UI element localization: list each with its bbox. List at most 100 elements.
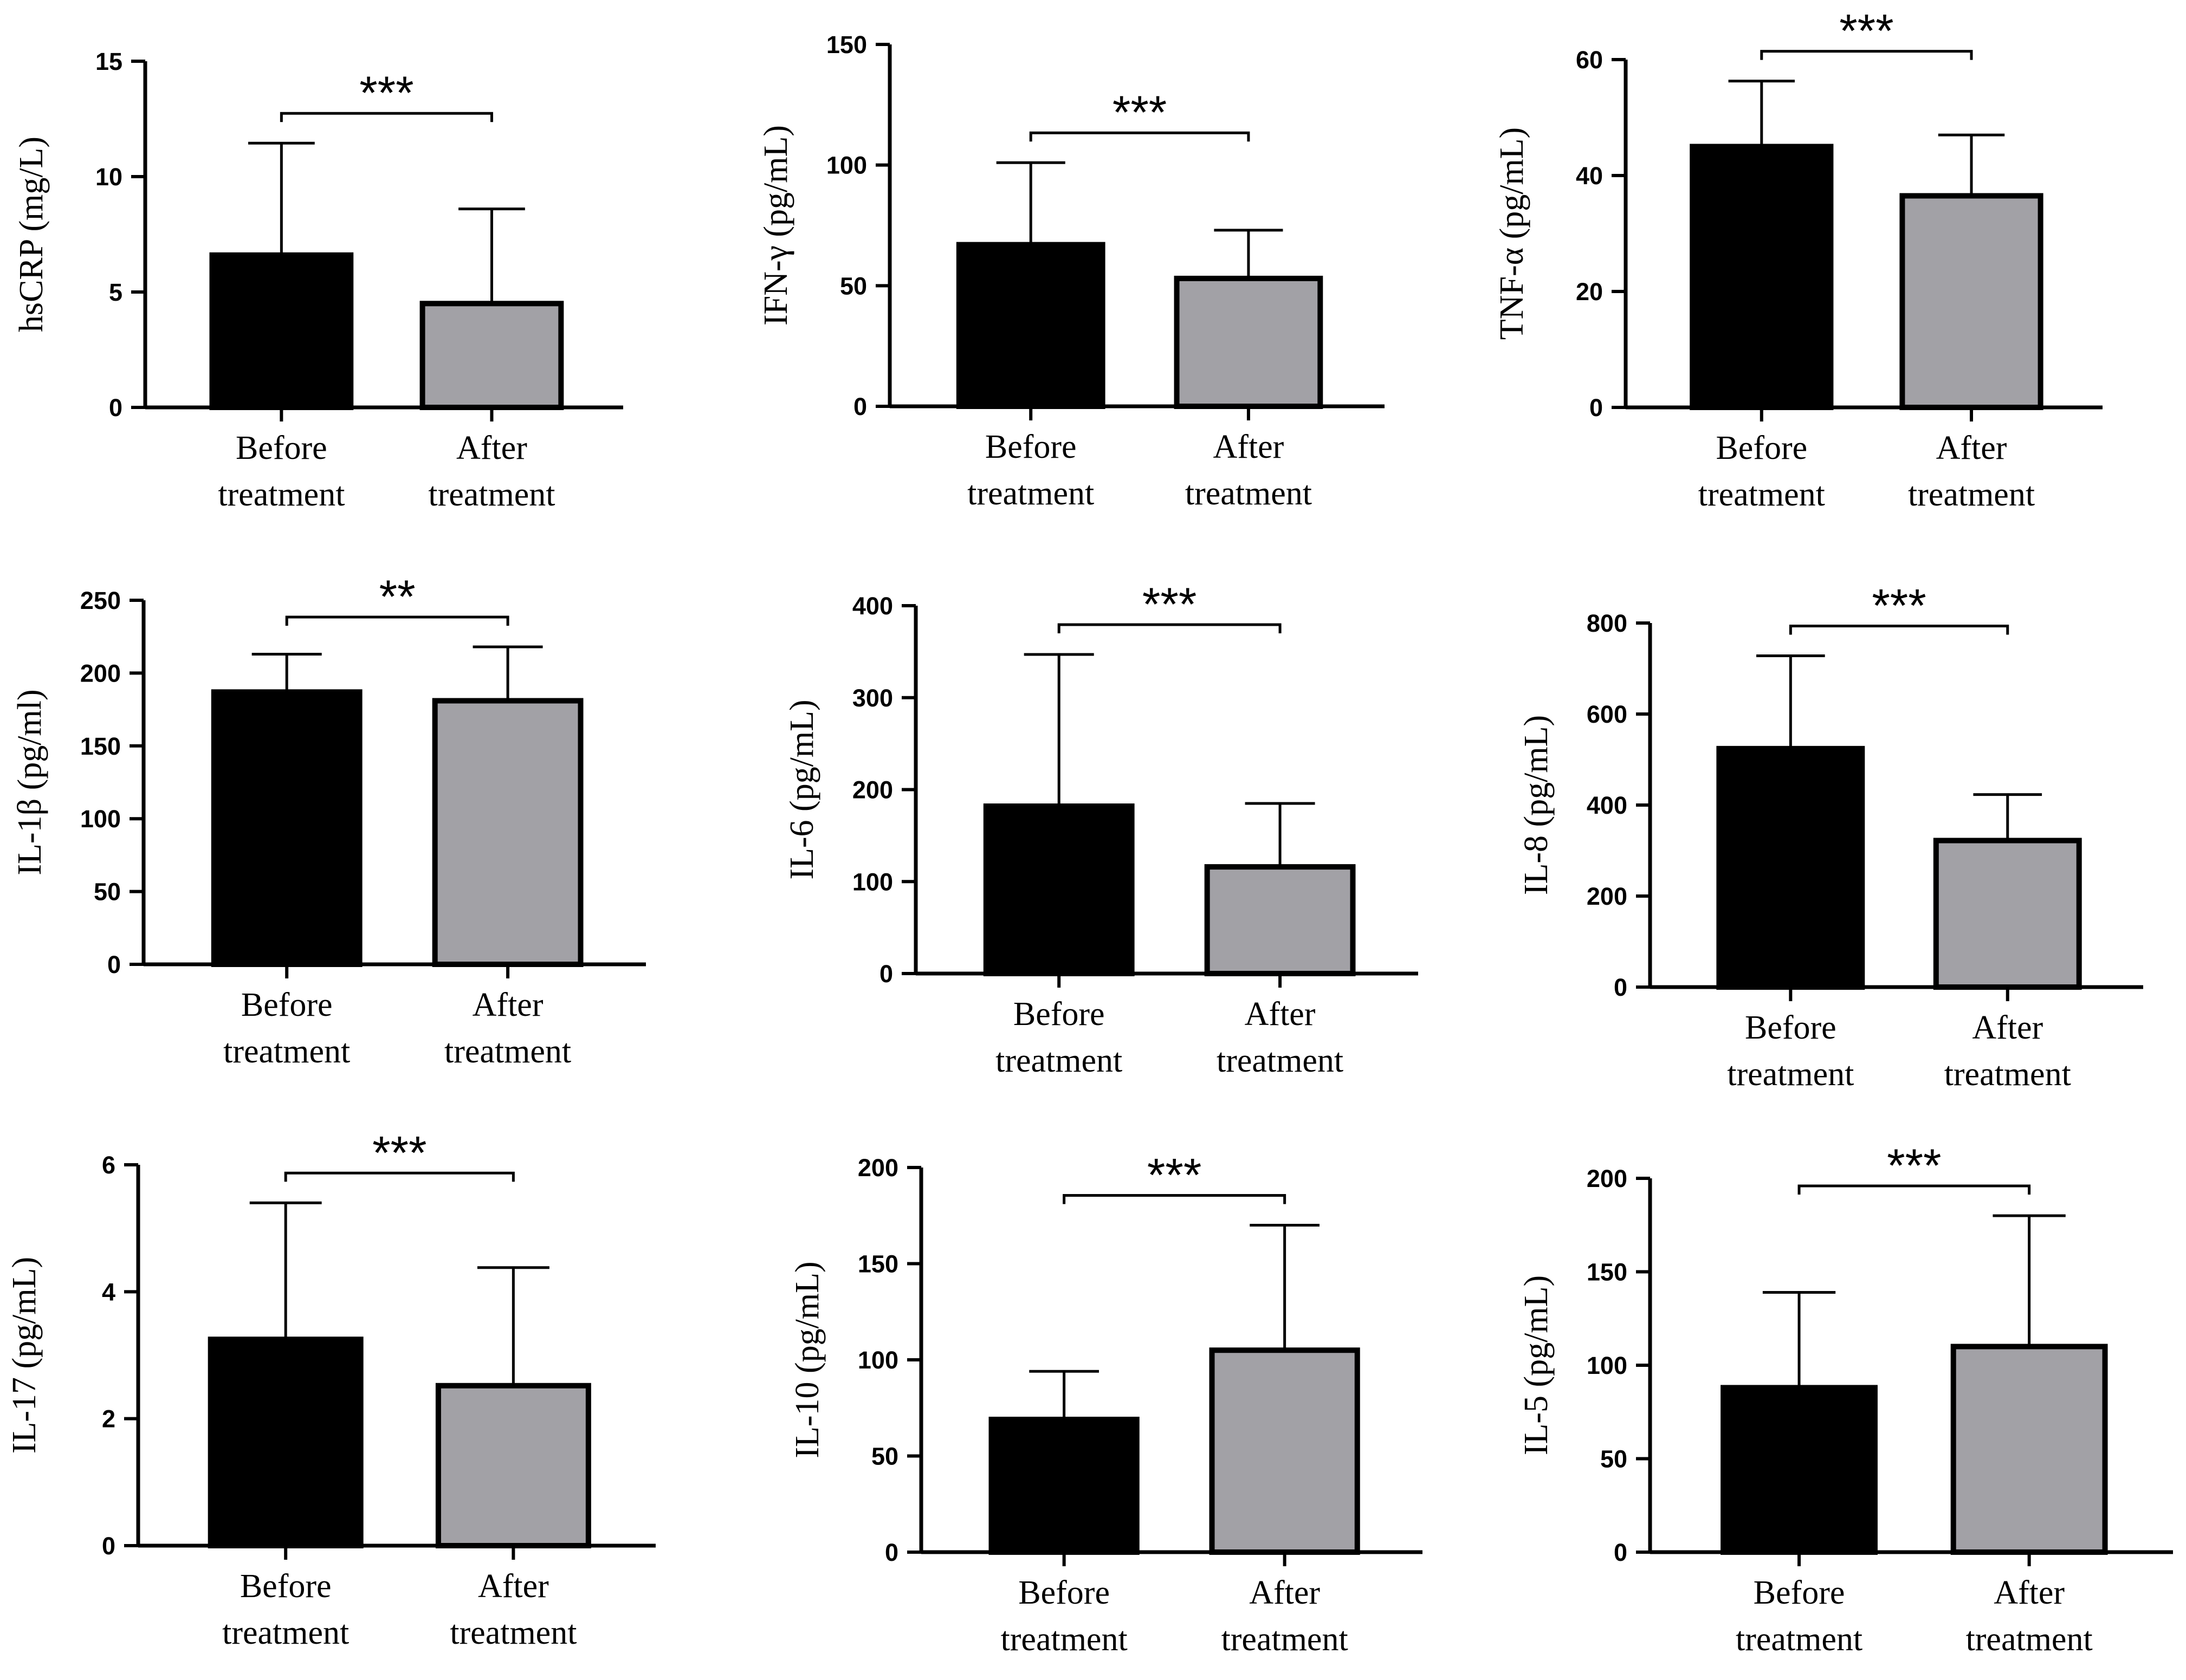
y-tick-label: 100 xyxy=(1587,1352,1627,1379)
significance-label: *** xyxy=(372,1127,426,1179)
significance-bracket xyxy=(284,1171,515,1182)
x-category-label: Before treatment xyxy=(1736,1574,1862,1658)
y-tick-label: 20 xyxy=(1576,278,1603,306)
bar-after-treatment xyxy=(1899,193,2043,410)
chart-panel: 0 50 100 150 IFN-γ (pg/mL) Before treatment Aft… xyxy=(758,31,1385,512)
y-tick-label: 0 xyxy=(102,1532,115,1560)
y-axis-label: IL-1β (pg/ml) xyxy=(11,689,48,875)
y-axis-label: IL-5 (pg/mL) xyxy=(1518,1275,1555,1455)
y-tick-label: 300 xyxy=(852,684,893,712)
significance-label: *** xyxy=(1142,579,1197,631)
y-tick-label: 400 xyxy=(852,592,893,620)
x-category-label: Before treatment xyxy=(995,996,1122,1079)
bar-before-treatment xyxy=(208,1337,364,1548)
y-axis-label: IL-17 (pg/mL) xyxy=(6,1257,43,1454)
bar-before-treatment xyxy=(956,242,1105,409)
chart-panel: 0 50 100 150 200 250 IL-1β (pg/ml) Before treatm… xyxy=(11,571,646,1070)
y-axis-label: hsCRP (mg/L) xyxy=(13,137,50,332)
bar-before-treatment xyxy=(1716,745,1865,990)
y-tick-label: 50 xyxy=(840,272,867,300)
significance-label: *** xyxy=(1887,1140,1941,1192)
significance-bracket xyxy=(280,112,493,122)
bar-after-treatment xyxy=(419,301,564,410)
y-tick-label: 2 xyxy=(102,1405,115,1433)
significance-label: ** xyxy=(379,571,416,623)
y-tick-label: 100 xyxy=(80,805,121,833)
bar-after-treatment xyxy=(1204,864,1356,976)
y-axis-label: IFN-γ (pg/mL) xyxy=(758,125,794,326)
significance-bracket xyxy=(1789,624,2009,635)
x-category-label: Before treatment xyxy=(218,430,345,513)
significance-bracket xyxy=(1760,50,1973,60)
y-tick-label: 100 xyxy=(858,1346,898,1374)
x-category-label: After treatment xyxy=(1966,1574,2093,1658)
y-axis-label: IL-10 (pg/mL) xyxy=(789,1261,826,1458)
y-axis-label: IL-6 (pg/mL) xyxy=(784,699,820,879)
x-category-label: After treatment xyxy=(1944,1009,2071,1093)
chart-panel: 0 20 40 60 TNF-α (pg/mL) Before treatment After… xyxy=(1493,5,2103,513)
y-tick-label: 800 xyxy=(1587,609,1627,637)
y-tick-label: 50 xyxy=(94,878,121,906)
y-tick-label: 200 xyxy=(1587,883,1627,910)
x-category-label: After treatment xyxy=(1221,1574,1348,1658)
chart-panel: 0 100 200 300 400 IL-6 (pg/mL) Before treatment… xyxy=(784,579,1418,1079)
significance-label: *** xyxy=(1113,87,1167,139)
x-category-label: Before treatment xyxy=(1698,430,1825,513)
significance-label: *** xyxy=(1839,5,1893,57)
significance-label: *** xyxy=(359,67,413,119)
significance-bracket xyxy=(1057,623,1282,633)
chart-panel: 0 200 400 600 800 IL-8 (pg/mL) Before treatment… xyxy=(1518,580,2143,1093)
y-tick-label: 200 xyxy=(80,659,121,687)
y-tick-label: 5 xyxy=(109,278,122,306)
y-tick-label: 6 xyxy=(102,1151,115,1179)
y-tick-label: 4 xyxy=(102,1278,115,1306)
y-tick-label: 0 xyxy=(879,960,893,988)
y-tick-label: 150 xyxy=(80,732,121,760)
bar-after-treatment xyxy=(435,1383,591,1548)
bar-before-treatment xyxy=(1690,144,1834,410)
chart-panel: 0 50 100 150 200 IL-5 (pg/mL) Before treatment A… xyxy=(1518,1140,2173,1658)
y-tick-label: 200 xyxy=(1587,1165,1627,1192)
significance-bracket xyxy=(1063,1194,1286,1204)
bar-before-treatment xyxy=(211,689,363,967)
chart-panel: 0 2 4 6 IL-17 (pg/mL) Before treatment After tre… xyxy=(6,1127,656,1651)
bar-after-treatment xyxy=(1933,838,2082,990)
x-category-label: Before treatment xyxy=(223,987,350,1070)
y-tick-label: 600 xyxy=(1587,700,1627,728)
y-tick-label: 50 xyxy=(1600,1445,1627,1473)
chart-panel: 0 50 100 150 200 IL-10 (pg/mL) Before treatment… xyxy=(789,1150,1422,1658)
significance-label: *** xyxy=(1147,1150,1201,1202)
y-tick-label: 0 xyxy=(109,394,122,421)
bar-after-treatment xyxy=(1209,1347,1360,1555)
significance-bracket xyxy=(285,615,509,626)
y-tick-label: 40 xyxy=(1576,162,1603,190)
bar-before-treatment xyxy=(1721,1385,1878,1555)
y-axis-label: IL-8 (pg/mL) xyxy=(1518,715,1555,895)
bar-before-treatment xyxy=(983,803,1135,977)
x-category-label: Before treatment xyxy=(1727,1009,1854,1093)
y-tick-label: 100 xyxy=(826,152,867,179)
y-tick-label: 100 xyxy=(852,868,893,896)
chart-panel: 0 5 10 15 hsCRP (mg/L) Before treatment After tr… xyxy=(13,48,623,513)
bar-after-treatment xyxy=(432,698,584,968)
y-tick-label: 150 xyxy=(1587,1259,1627,1286)
significance-label: *** xyxy=(1872,580,1926,632)
significance-bracket xyxy=(1797,1184,2031,1195)
x-category-label: Before treatment xyxy=(967,429,1094,512)
y-tick-label: 0 xyxy=(885,1539,898,1566)
y-tick-label: 250 xyxy=(80,587,121,614)
y-tick-label: 400 xyxy=(1587,792,1627,819)
y-tick-label: 200 xyxy=(852,776,893,804)
y-tick-label: 150 xyxy=(826,31,867,59)
y-axis-label: TNF-α (pg/mL) xyxy=(1493,127,1530,340)
y-tick-label: 10 xyxy=(95,163,122,191)
bar-before-treatment xyxy=(988,1417,1140,1555)
bar-after-treatment xyxy=(1174,275,1323,409)
y-tick-label: 15 xyxy=(95,48,122,75)
significance-bracket xyxy=(1029,131,1250,142)
bar-before-treatment xyxy=(209,252,354,410)
y-tick-label: 200 xyxy=(858,1154,898,1182)
y-tick-label: 150 xyxy=(858,1250,898,1278)
y-tick-label: 0 xyxy=(1614,1539,1627,1566)
